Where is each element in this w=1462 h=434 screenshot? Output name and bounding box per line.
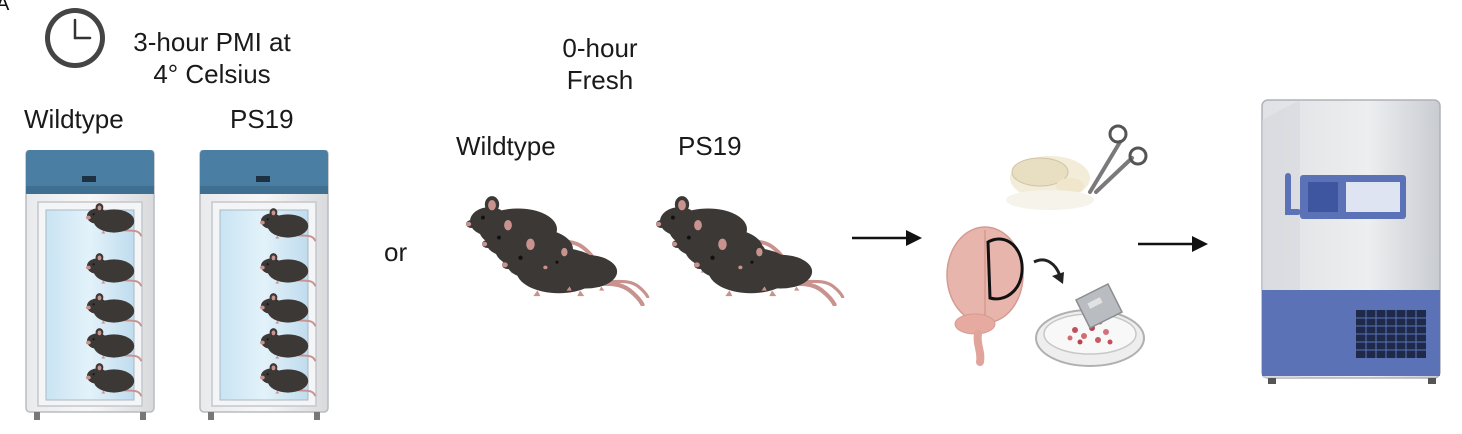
fresh-wildtype-label: Wildtype [456, 131, 556, 161]
pmi-title-line2: 4° Celsius [153, 59, 271, 89]
mouse-icon [656, 194, 843, 304]
arrow-right-icon [1138, 236, 1208, 252]
clock-icon [45, 8, 105, 68]
dissected-head-icon [1006, 156, 1094, 210]
or-connector: or [384, 237, 408, 267]
petri-dish-icon [1035, 309, 1145, 367]
ultra-low-freezer-icon [1261, 99, 1441, 384]
pmi-wildtype-label: Wildtype [24, 104, 124, 134]
fresh-title-line1: 0-hour [562, 33, 638, 63]
arrow-right-icon [852, 230, 922, 246]
fresh-ps19-label: PS19 [678, 131, 742, 161]
mouse-icon [466, 194, 648, 304]
pmi-ps19-label: PS19 [230, 104, 294, 134]
pmi-title-line1: 3-hour PMI at [133, 27, 291, 57]
curved-arrow-icon [1033, 258, 1064, 284]
scissors-icon [1088, 124, 1148, 194]
brain-icon [946, 226, 1024, 366]
fresh-title-line2: Fresh [566, 65, 634, 95]
razor-blade-icon [1074, 282, 1124, 330]
panel-letter: A [0, 0, 10, 15]
